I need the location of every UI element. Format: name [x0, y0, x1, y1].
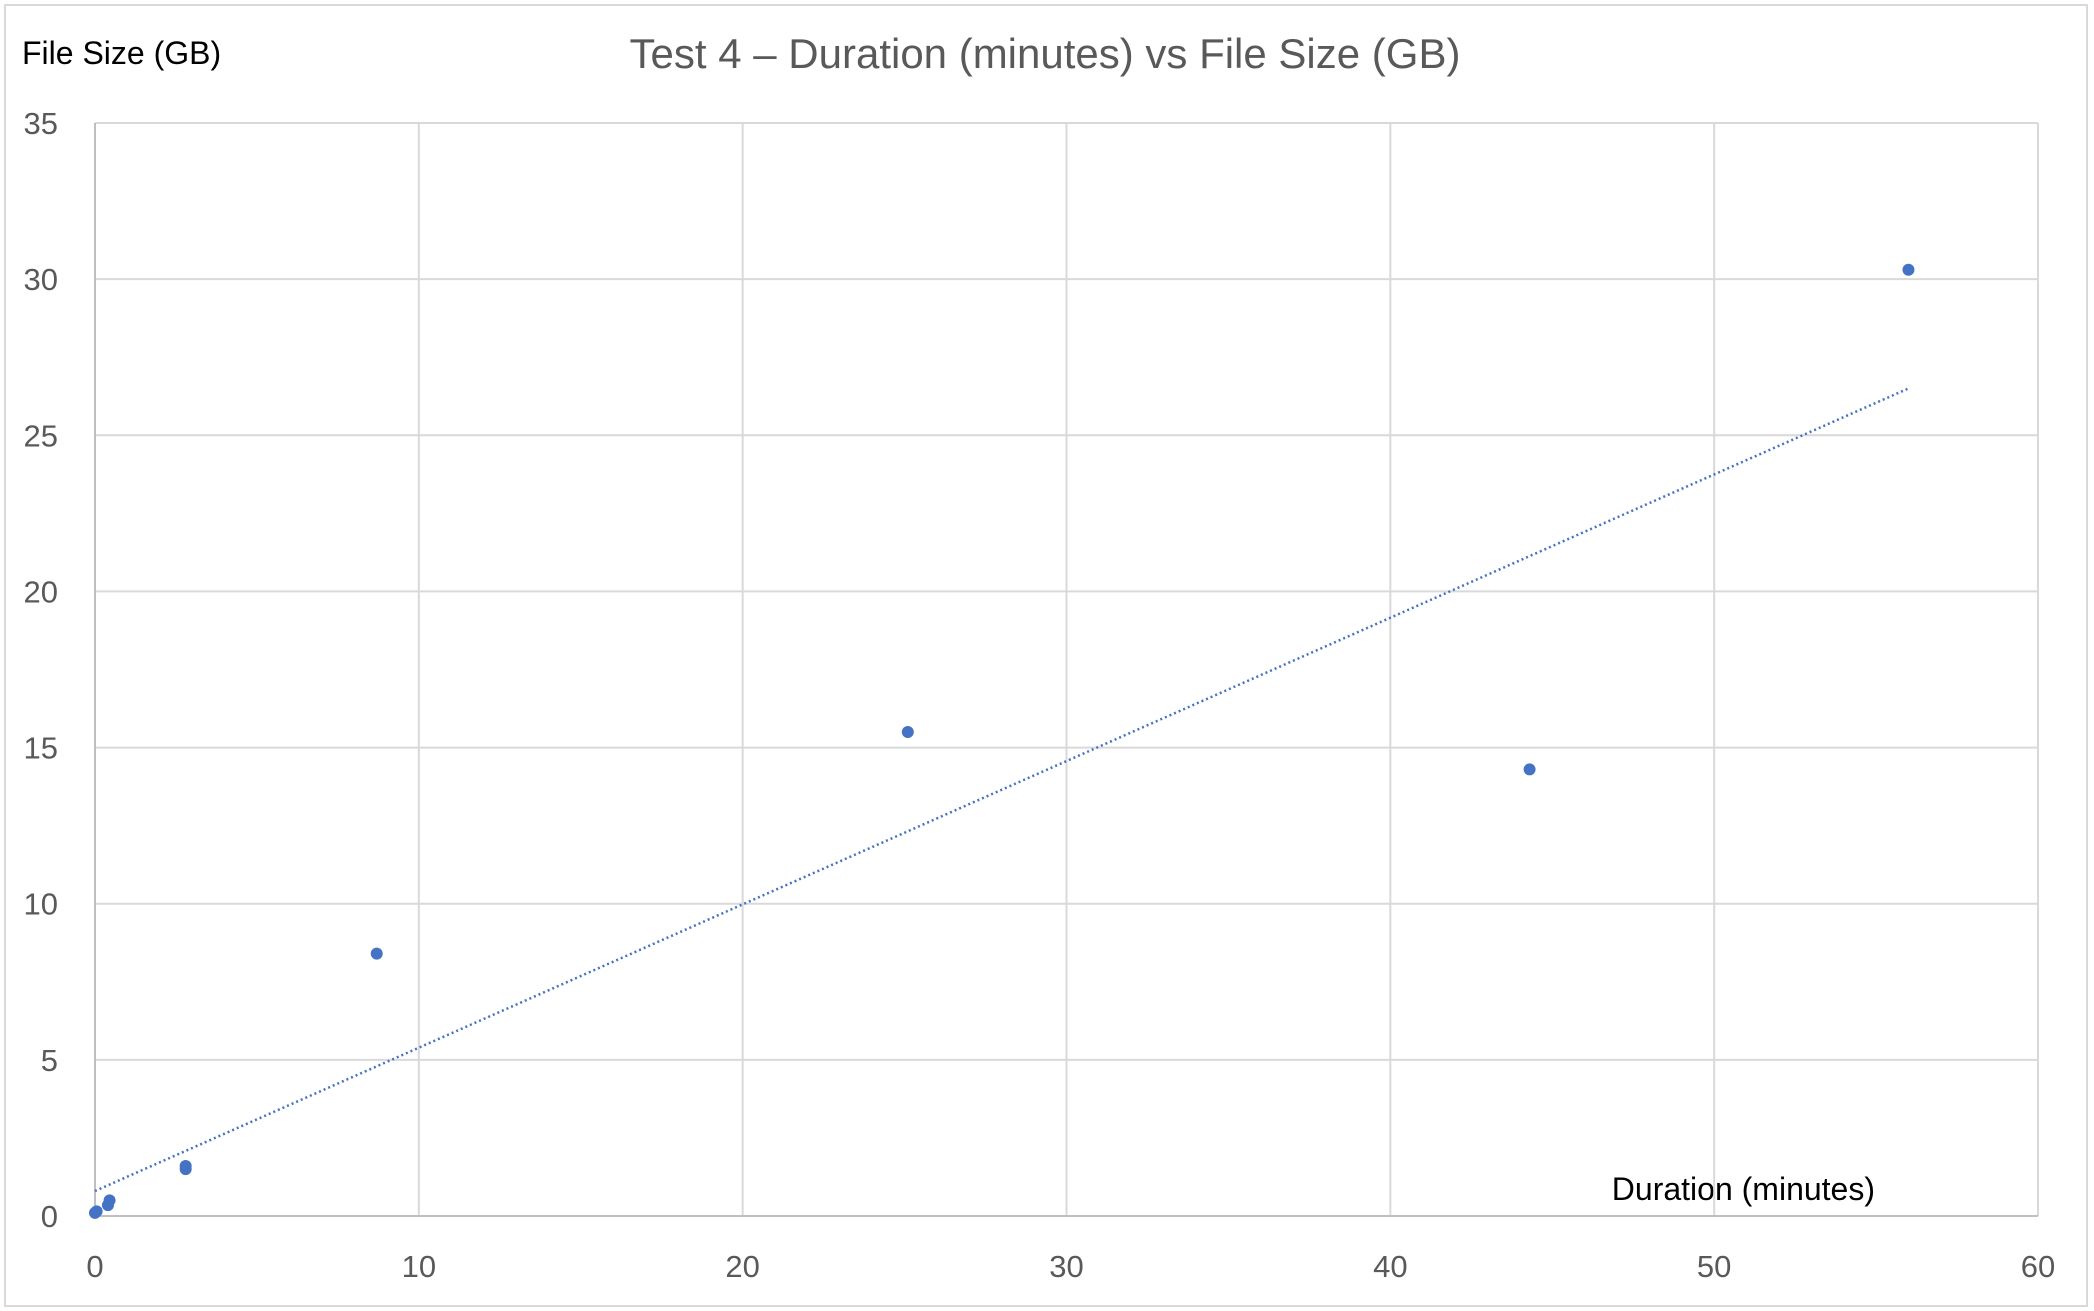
- y-tick-label: 5: [41, 1043, 58, 1078]
- chart-frame: [4, 4, 2088, 1307]
- data-point: [179, 1160, 192, 1173]
- y-tick-label: 25: [24, 418, 58, 453]
- x-axis-title: Duration (minutes): [1612, 1171, 1875, 1207]
- x-tick-label: 60: [2021, 1249, 2055, 1284]
- x-tick-label: 10: [402, 1249, 436, 1284]
- y-axis-title: File Size (GB): [22, 35, 221, 71]
- y-tick-labels: 0 5 10 15 20 25 30 35: [24, 106, 58, 1234]
- gridlines: [95, 122, 2039, 1216]
- x-tick-label: 0: [86, 1249, 103, 1284]
- data-point: [370, 947, 383, 960]
- x-tick-label: 40: [1373, 1249, 1407, 1284]
- chart-title: Test 4 – Duration (minutes) vs File Size…: [630, 30, 1461, 77]
- data-point: [103, 1194, 116, 1207]
- x-tick-label: 20: [725, 1249, 759, 1284]
- y-tick-label: 35: [24, 106, 58, 141]
- x-tick-labels: 0 10 20 30 40 50 60: [86, 1249, 2055, 1284]
- data-point: [901, 725, 914, 738]
- data-point: [1902, 263, 1915, 276]
- x-tick-label: 50: [1697, 1249, 1731, 1284]
- data-point: [1523, 763, 1536, 776]
- trendline-layer: [94, 387, 1909, 1193]
- data-point: [90, 1205, 103, 1218]
- trendline: [94, 387, 1909, 1193]
- y-tick-label: 30: [24, 262, 58, 297]
- x-tick-label: 30: [1049, 1249, 1083, 1284]
- y-tick-label: 15: [24, 731, 58, 766]
- data-points: [89, 263, 1915, 1219]
- y-tick-label: 20: [24, 574, 58, 609]
- axes: [94, 123, 2038, 1217]
- y-tick-label: 0: [41, 1199, 58, 1234]
- y-tick-label: 10: [24, 887, 58, 922]
